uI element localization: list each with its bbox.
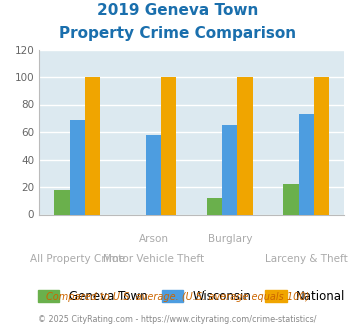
Text: Arson: Arson [138,234,169,244]
Legend: Geneva Town, Wisconsin, National: Geneva Town, Wisconsin, National [38,290,345,303]
Text: Compared to U.S. average. (U.S. average equals 100): Compared to U.S. average. (U.S. average … [46,292,309,302]
Text: Property Crime Comparison: Property Crime Comparison [59,26,296,41]
Bar [283,184,299,214]
Text: Motor Vehicle Theft: Motor Vehicle Theft [103,254,204,264]
Bar [70,120,85,214]
Bar [146,135,161,214]
Text: 2019 Geneva Town: 2019 Geneva Town [97,3,258,18]
Bar [237,77,253,214]
Bar [222,125,237,214]
Bar [314,77,329,214]
Bar [161,77,176,214]
Text: Larceny & Theft: Larceny & Theft [265,254,348,264]
Bar [54,190,70,214]
Text: All Property Crime: All Property Crime [30,254,125,264]
Text: Burglary: Burglary [208,234,252,244]
Bar [207,198,222,214]
Bar [299,114,314,214]
Bar [85,77,100,214]
Text: © 2025 CityRating.com - https://www.cityrating.com/crime-statistics/: © 2025 CityRating.com - https://www.city… [38,315,317,324]
